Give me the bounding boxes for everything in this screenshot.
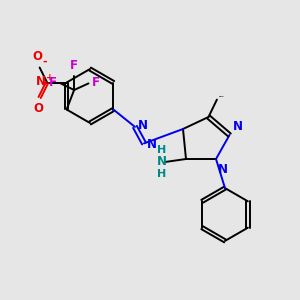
Text: F: F [92, 76, 100, 89]
Text: methyl: methyl [220, 95, 225, 97]
Text: N: N [138, 119, 148, 132]
Text: N: N [232, 121, 242, 134]
Text: -: - [43, 56, 47, 67]
Text: F: F [49, 76, 57, 89]
Text: N: N [157, 155, 167, 169]
Text: methyl: methyl [219, 96, 224, 97]
Text: O: O [32, 50, 43, 63]
Text: F: F [70, 59, 78, 72]
Text: H: H [158, 146, 166, 155]
Text: N: N [218, 163, 228, 176]
Text: N: N [36, 75, 46, 88]
Text: H: H [158, 169, 166, 179]
Text: O: O [33, 102, 43, 115]
Text: +: + [46, 73, 53, 82]
Text: N: N [147, 137, 157, 151]
